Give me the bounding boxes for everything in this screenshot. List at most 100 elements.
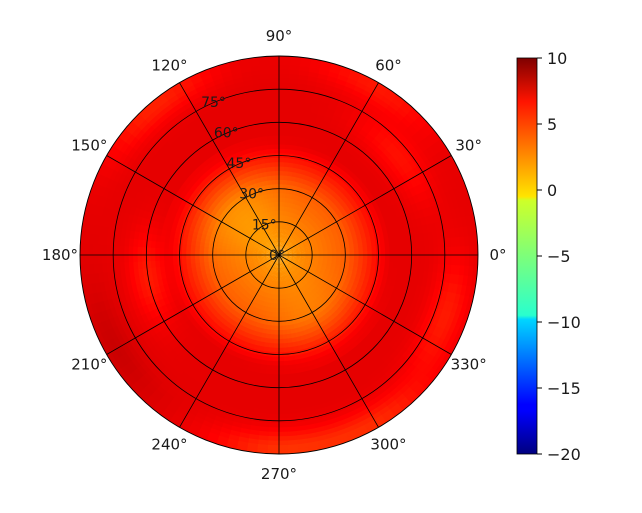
- heatmap-cell: [264, 166, 271, 173]
- heatmap-cell: [284, 373, 293, 380]
- heatmap-cell: [272, 258, 277, 263]
- heatmap-cell: [278, 192, 283, 198]
- heatmap-cell: [263, 273, 269, 279]
- heatmap-cell: [278, 170, 284, 176]
- heatmap-cell: [282, 256, 288, 260]
- heatmap-cell: [273, 241, 276, 247]
- heatmap-cell: [238, 252, 244, 256]
- heatmap-cell: [269, 275, 273, 282]
- heatmap-cell: [203, 242, 210, 248]
- heatmap-cell: [264, 378, 274, 384]
- heatmap-cell: [283, 285, 287, 291]
- heatmap-cell: [288, 235, 293, 241]
- heatmap-cell: [274, 263, 277, 269]
- heatmap-cell: [272, 247, 277, 252]
- heatmap-cell: [279, 245, 281, 251]
- heatmap-cell: [235, 265, 242, 270]
- heatmap-cell: [274, 183, 280, 189]
- heatmap-cell: [269, 307, 274, 314]
- heatmap-cell: [216, 251, 222, 256]
- heatmap-cell: [154, 247, 160, 256]
- heatmap-cell: [281, 267, 283, 274]
- heatmap-cell: [238, 254, 244, 258]
- heatmap-cell: [281, 241, 285, 247]
- heatmap-cell: [285, 112, 295, 119]
- heatmap-cell: [296, 248, 302, 252]
- heatmap-cell: [261, 259, 267, 262]
- heatmap-cell: [257, 262, 264, 266]
- heatmap-cell: [185, 259, 192, 266]
- heatmap-cell: [296, 251, 302, 254]
- heatmap-cell: [273, 227, 276, 234]
- heatmap-cell: [267, 279, 271, 286]
- heatmap-cell: [274, 258, 278, 264]
- heatmap-cell: [273, 156, 280, 163]
- heatmap-cell: [271, 257, 276, 262]
- heatmap-cell: [264, 126, 274, 132]
- heatmap-cell: [288, 263, 294, 268]
- heatmap-cell: [305, 256, 311, 259]
- heatmap-cell: [285, 284, 289, 291]
- heatmap-cell: [136, 239, 143, 249]
- heatmap-cell: [256, 252, 262, 255]
- heatmap-cell: [194, 245, 200, 252]
- heatmap-cell: [299, 262, 305, 267]
- heatmap-cell: [263, 231, 269, 237]
- heatmap-cell: [263, 243, 269, 248]
- heatmap-cell: [284, 271, 288, 277]
- heatmap-cell: [361, 240, 368, 247]
- heatmap-cell: [274, 267, 277, 274]
- heatmap-cell: [281, 258, 286, 263]
- heatmap-cell: [284, 261, 289, 267]
- heatmap-cell: [283, 250, 289, 254]
- heatmap-cell: [288, 242, 294, 247]
- heatmap-cell: [290, 272, 296, 279]
- heatmap-cell: [274, 232, 277, 238]
- heatmap-cell: [276, 259, 279, 265]
- heatmap-cell: [289, 278, 294, 285]
- heatmap-cell: [207, 258, 214, 263]
- heatmap-cell: [249, 240, 256, 245]
- heatmap-cell: [292, 266, 297, 271]
- heatmap-cell: [280, 245, 283, 251]
- heatmap-cell: [286, 275, 291, 281]
- heatmap-cell: [256, 256, 262, 259]
- heatmap-cell: [286, 248, 292, 252]
- heatmap-cell: [283, 237, 287, 243]
- heatmap-cell: [280, 268, 283, 274]
- heatmap-cell: [180, 249, 187, 256]
- heatmap-cell: [265, 256, 271, 259]
- heatmap-cell: [304, 248, 311, 251]
- heatmap-cell: [266, 364, 274, 371]
- heatmap-cell: [163, 242, 170, 250]
- heatmap-cell: [380, 259, 386, 267]
- heatmap-cell: [297, 239, 303, 245]
- heatmap-cell: [289, 231, 295, 237]
- heatmap-cell: [269, 251, 275, 254]
- heatmap-cell: [211, 254, 218, 259]
- heatmap-cell: [280, 214, 284, 220]
- heatmap-cell: [283, 267, 287, 273]
- heatmap-cell: [344, 258, 351, 263]
- heatmap-cell: [274, 174, 280, 180]
- heatmap-cell: [279, 232, 282, 238]
- heatmap-cell: [276, 294, 280, 301]
- heatmap-cell: [353, 262, 360, 269]
- heatmap-cell: [264, 287, 269, 294]
- heatmap-cell: [278, 307, 283, 314]
- heatmap-cell: [296, 257, 302, 260]
- heatmap-cell: [283, 351, 291, 358]
- heatmap-cell: [273, 161, 280, 167]
- heatmap-cell: [265, 251, 271, 254]
- heatmap-cell: [274, 294, 278, 301]
- heatmap-cell: [275, 316, 280, 323]
- heatmap-cell: [136, 254, 143, 264]
- heatmap-cell: [203, 258, 209, 264]
- heatmap-cell: [318, 256, 325, 260]
- heatmap-cell: [270, 174, 276, 181]
- heatmap-cell: [141, 247, 147, 256]
- heatmap-cell: [239, 262, 245, 266]
- heatmap-cell: [261, 248, 267, 251]
- heatmap-cell: [278, 209, 282, 216]
- heatmap-cell: [247, 251, 253, 254]
